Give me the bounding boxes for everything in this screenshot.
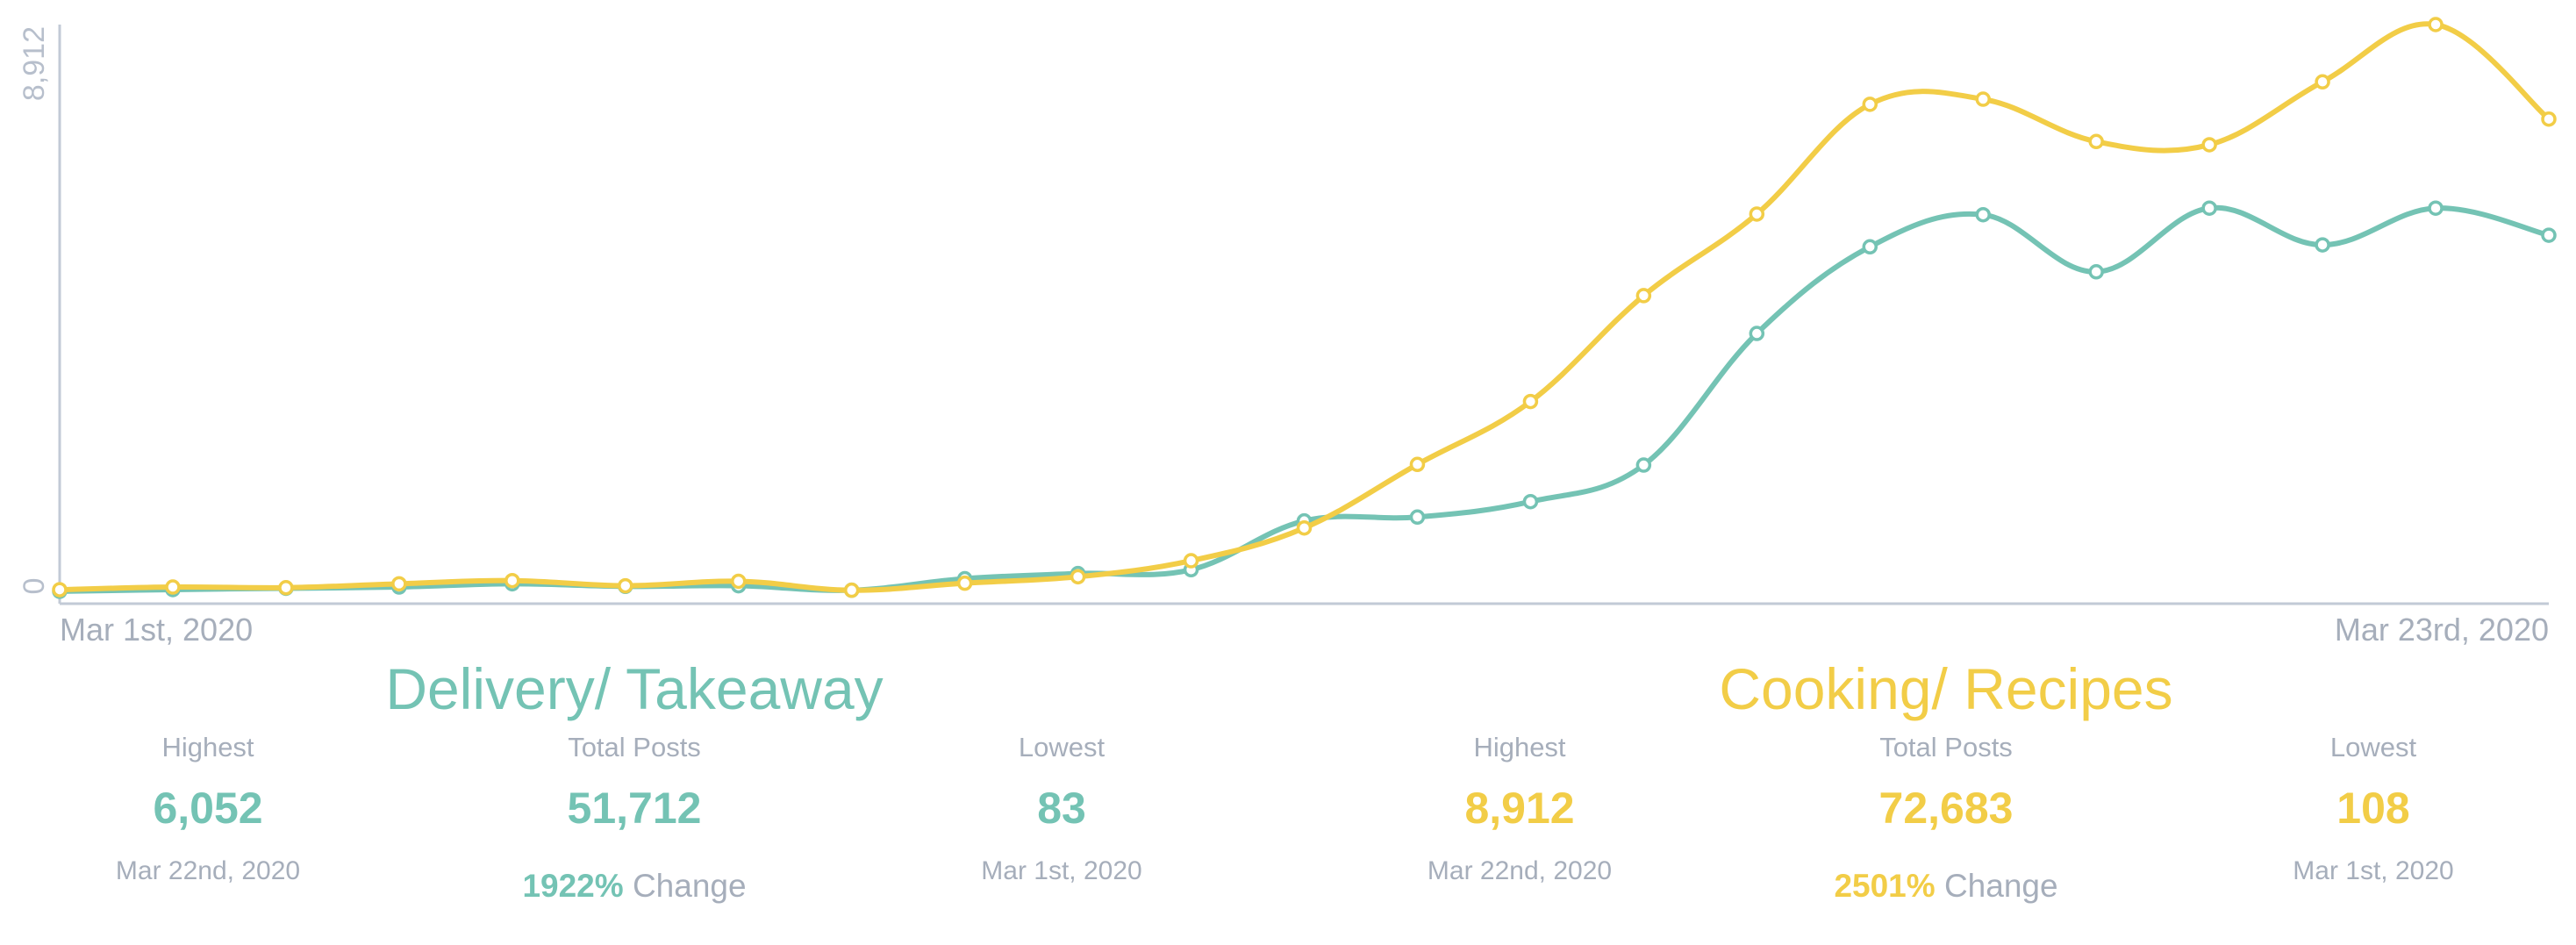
delivery-highest-date: Mar 22nd, 2020 [116,856,300,885]
cooking-data-point[interactable] [1635,288,1652,304]
cooking-lowest-value: 108 [2336,784,2409,833]
cooking-total-label: Total Posts [1879,732,2013,762]
delivery-change-percent: 1922% [522,868,623,904]
cooking-data-point[interactable] [165,579,181,595]
cooking-series-title: Cooking/ Recipes [1719,656,2172,721]
cooking-data-point[interactable] [2315,74,2330,90]
delivery-series-title: Delivery/ Takeaway [385,656,883,721]
cooking-data-point[interactable] [278,580,294,596]
delivery-data-point[interactable] [2315,237,2330,253]
delivery-data-point[interactable] [1862,239,1878,255]
cooking-data-point[interactable] [1183,553,1199,569]
y-tick-label-max: 8,912 [18,26,51,101]
delivery-data-point[interactable] [1635,457,1652,473]
delivery-data-point[interactable] [1409,509,1426,526]
cooking-data-point[interactable] [956,575,973,591]
x-tick-label-start: Mar 1st, 2020 [60,612,253,648]
delivery-change: 1922% Change [522,868,746,904]
cooking-data-point[interactable] [1070,569,1086,585]
cooking-data-point[interactable] [1862,97,1878,112]
cooking-change-word: Change [1944,868,2058,904]
cooking-data-point[interactable] [2541,111,2557,127]
delivery-data-point[interactable] [1749,326,1765,341]
cooking-data-point[interactable] [2201,137,2217,153]
cooking-series-line [59,21,2551,593]
delivery-change-word-space [624,868,633,904]
delivery-data-point[interactable] [2428,200,2444,216]
cooking-data-point[interactable] [1409,456,1426,473]
cooking-data-point[interactable] [1975,91,1991,107]
x-tick-label-end: Mar 23rd, 2020 [2335,612,2549,648]
series-layer [52,17,2557,599]
y-tick-label-zero: 0 [18,578,51,595]
delivery-change-word: Change [633,868,747,904]
delivery-data-point[interactable] [2541,227,2557,243]
cooking-data-point[interactable] [2088,133,2104,150]
delivery-lowest-date: Mar 1st, 2020 [981,856,1141,885]
delivery-lowest-label: Lowest [1019,732,1106,762]
cooking-data-point[interactable] [1522,393,1539,410]
delivery-highest-value: 6,052 [153,784,262,833]
cooking-highest-value: 8,912 [1464,784,1574,833]
delivery-highest-label: Highest [161,732,254,762]
cooking-data-point[interactable] [391,576,407,592]
cooking-lowest-date: Mar 1st, 2020 [2293,856,2453,885]
delivery-total-value: 51,712 [568,784,702,833]
cooking-total-value: 72,683 [1879,784,2014,833]
cooking-data-point[interactable] [52,582,68,598]
cooking-highest-date: Mar 22nd, 2020 [1428,856,1612,885]
delivery-series [52,200,2557,599]
delivery-lowest-value: 83 [1037,784,1086,833]
cooking-data-point[interactable] [1296,519,1313,536]
cooking-change-word-space [1936,868,1944,904]
delivery-total-label: Total Posts [568,732,701,762]
cooking-highest-label: Highest [1473,732,1565,762]
cooking-data-point[interactable] [730,573,747,590]
cooking-data-point[interactable] [2428,17,2444,32]
cooking-change-percent: 2501% [1834,868,1935,904]
delivery-data-point[interactable] [1522,493,1539,510]
delivery-data-point[interactable] [1975,206,1991,223]
cooking-data-point[interactable] [504,572,520,589]
delivery-data-point[interactable] [2201,200,2217,216]
cooking-data-point[interactable] [843,582,860,598]
cooking-data-point[interactable] [1749,206,1765,222]
cooking-data-point[interactable] [618,577,633,594]
cooking-series [52,17,2557,598]
cooking-lowest-label: Lowest [2330,732,2417,762]
cooking-change: 2501% Change [1834,868,2057,904]
delivery-data-point[interactable] [2088,264,2104,280]
